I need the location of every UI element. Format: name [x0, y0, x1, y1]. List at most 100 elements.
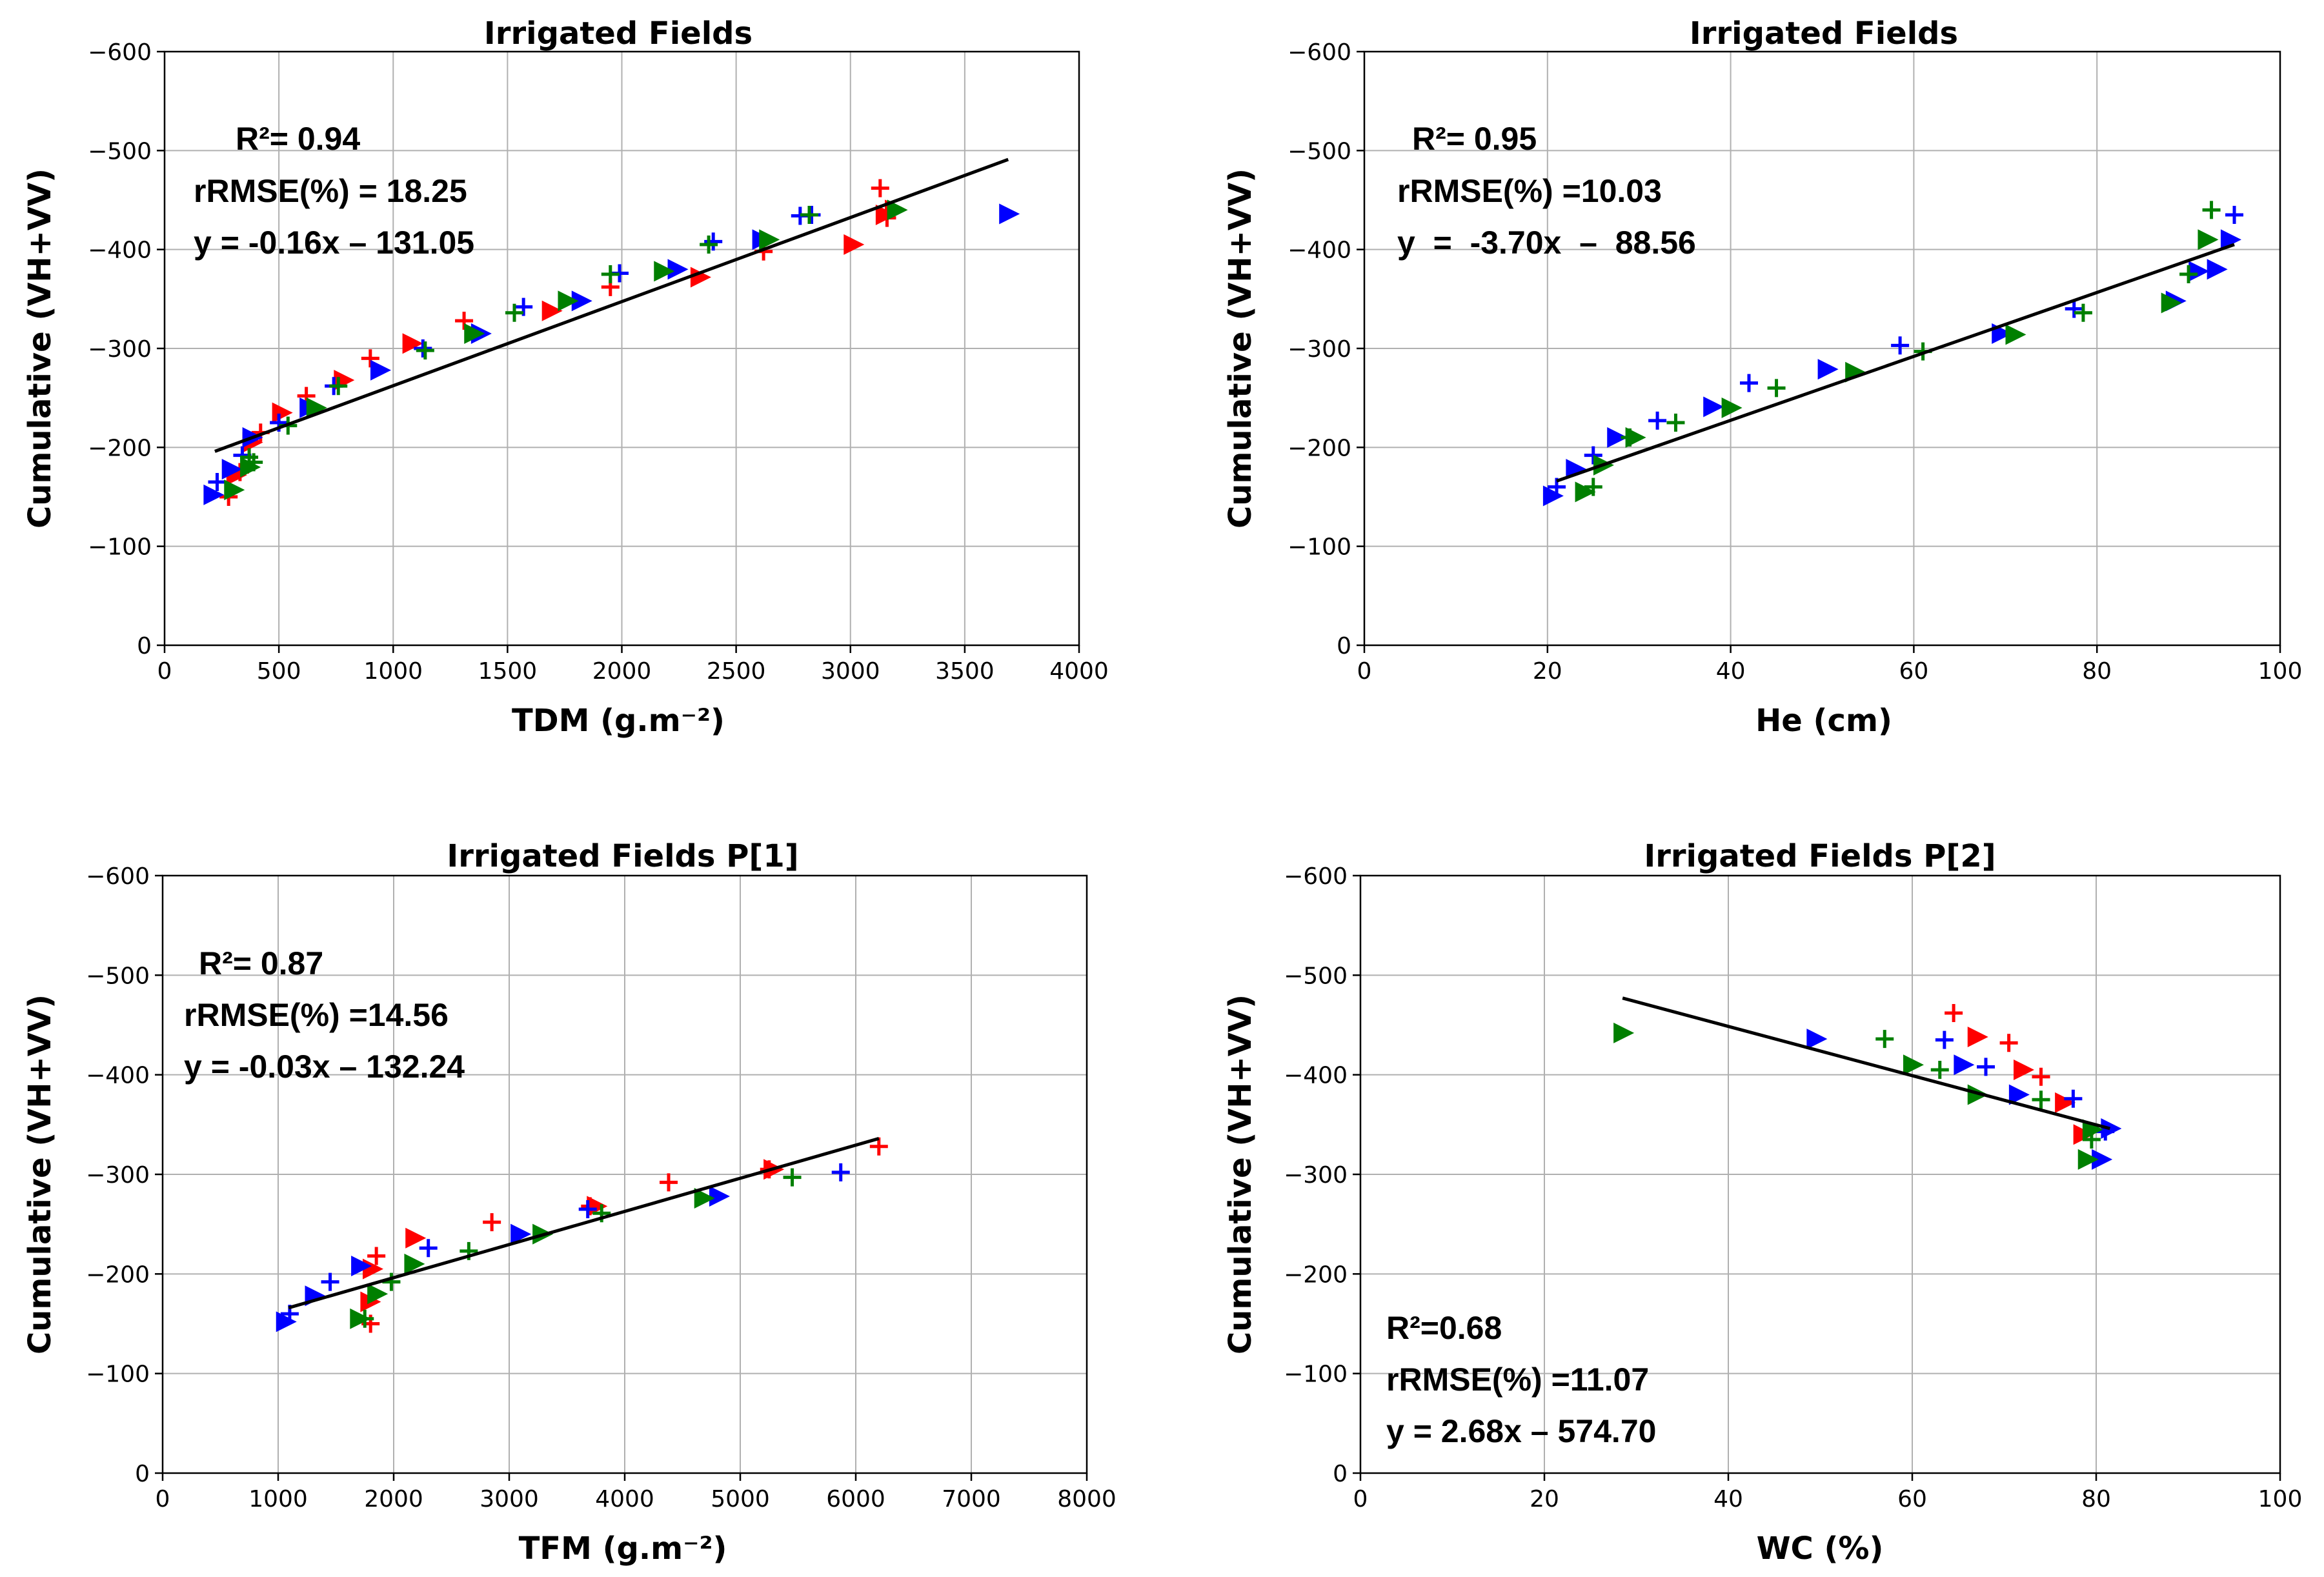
y-tick-label: −300 [1284, 1162, 1348, 1189]
regression-line [1622, 996, 2111, 1130]
data-point-plus [2179, 265, 2198, 283]
y-tick-label: 0 [1333, 1461, 1348, 1487]
x-tick-label: 500 [257, 658, 301, 685]
y-tick-label: −400 [1284, 1063, 1348, 1089]
x-tick-label: 2000 [592, 658, 652, 685]
y-tick-label: −100 [86, 1361, 150, 1388]
y-axis-label: Cumulative (VH+VV) [1222, 994, 1258, 1354]
panel-title: Irrigated Fields P[1] [447, 838, 798, 874]
x-tick-label: 100 [2258, 1486, 2303, 1512]
data-point-plus [2065, 299, 2083, 318]
data-point-triangle [709, 1185, 730, 1207]
data-point-triangle [351, 1255, 372, 1276]
x-tick-label: 0 [1357, 658, 1372, 685]
data-point-plus [208, 473, 227, 491]
y-tick-label: −200 [1288, 435, 1351, 461]
data-point-triangle [2014, 1059, 2034, 1080]
y-tick-label: −200 [1284, 1261, 1348, 1288]
data-point-triangle [2101, 1118, 2122, 1140]
x-tick-label: 0 [156, 1486, 170, 1512]
data-point-triangle [571, 290, 592, 312]
data-points [1613, 1003, 2122, 1170]
axes-frame [163, 50, 1080, 647]
data-point-plus [578, 1200, 597, 1219]
x-tick-label: 3000 [821, 658, 880, 685]
data-point-triangle [1575, 481, 1596, 503]
y-tick-label: −300 [86, 1162, 150, 1189]
data-point-triangle [1817, 359, 1839, 380]
data-point-plus [1945, 1003, 1963, 1022]
x-tick-label: 4000 [1049, 658, 1109, 685]
data-point-triangle [541, 300, 563, 321]
r-squared-annotation: R²=0.68 [1386, 1310, 1502, 1346]
data-point-plus [1584, 446, 1602, 465]
x-tick-label: 40 [1713, 1486, 1743, 1512]
data-point-triangle [667, 259, 689, 280]
y-tick-label: −500 [1288, 138, 1351, 165]
x-tick-label: 60 [1897, 1486, 1927, 1512]
data-point-triangle [2092, 1149, 2113, 1170]
data-point-plus [1767, 379, 1786, 397]
data-point-triangle [362, 1258, 383, 1280]
data-point-plus [601, 265, 620, 283]
data-point-plus [514, 297, 533, 316]
data-point-triangle [759, 229, 780, 250]
panel-title: Irrigated Fields [1690, 15, 1958, 52]
x-axis-label: TFM (g.m⁻²) [519, 1531, 727, 1567]
x-tick-label: 0 [1353, 1486, 1368, 1512]
data-point-plus [1739, 374, 1758, 392]
data-point-plus [1875, 1030, 1894, 1049]
data-point-plus [700, 236, 718, 254]
data-point-triangle [464, 323, 485, 344]
y-axis-label: Cumulative (VH+VV) [22, 994, 58, 1354]
x-axis-label: WC (%) [1757, 1531, 1884, 1567]
data-point-plus [831, 1163, 850, 1181]
x-tick-label: 0 [157, 658, 172, 685]
regression-equation: y = -3.70x – 88.56 [1397, 225, 1696, 261]
data-point-triangle [221, 459, 243, 480]
x-tick-label: 6000 [826, 1486, 885, 1512]
data-point-triangle [2082, 1119, 2103, 1140]
x-axis-label: He (cm) [1755, 703, 1892, 739]
data-point-plus [800, 206, 818, 224]
data-point-triangle [694, 1188, 715, 1209]
data-point-plus [2202, 201, 2221, 219]
data-point-triangle [203, 484, 225, 505]
axes-frame [1363, 50, 2281, 647]
y-tick-label: −400 [86, 1063, 150, 1089]
panel-tdm: 0 500 1000 1500 2000 2500 3000 3500 4000 0 −100 −20… [22, 15, 1109, 739]
data-point-triangle [276, 1311, 297, 1332]
data-point-triangle [1903, 1054, 1924, 1076]
r-squared-annotation: R²= 0.87 [199, 945, 323, 981]
y-tick-label: −400 [1288, 237, 1351, 264]
data-point-triangle [2161, 292, 2182, 314]
data-point-plus [419, 1239, 438, 1258]
data-point-triangle [1954, 1054, 1975, 1076]
data-point-plus [2074, 303, 2092, 322]
data-point-triangle [404, 1253, 425, 1274]
panel-water-content: 0 20 40 60 80 100 0 −100 −200 −300 −400 −500 −600 Irr… [1222, 838, 2302, 1567]
y-tick-label: 0 [1337, 633, 1351, 659]
data-point-plus [871, 179, 889, 197]
data-point-plus [1891, 336, 1910, 355]
y-tick-label: 0 [137, 633, 152, 659]
data-point-triangle [2077, 1149, 2099, 1170]
y-axis-label: Cumulative (VH+VV) [22, 168, 58, 528]
data-point-plus [1648, 411, 1667, 430]
regression-equation: y = -0.16x – 131.05 [194, 225, 474, 261]
data-point-triangle [558, 290, 579, 312]
x-tick-label: 100 [2258, 658, 2303, 685]
data-point-plus [869, 1137, 888, 1156]
data-point-triangle [1613, 1022, 1635, 1043]
data-point-triangle [2220, 229, 2241, 250]
y-tick-label: −600 [1288, 39, 1351, 66]
data-point-triangle [370, 359, 391, 381]
data-point-plus [783, 1168, 802, 1187]
x-tick-label: 20 [1533, 658, 1562, 685]
data-point-triangle [510, 1223, 532, 1245]
data-point-plus [2032, 1067, 2050, 1086]
y-tick-label: −400 [88, 237, 152, 264]
x-tick-label: 60 [1899, 658, 1928, 685]
data-point-triangle [405, 1227, 427, 1249]
data-point-triangle [2188, 261, 2210, 282]
